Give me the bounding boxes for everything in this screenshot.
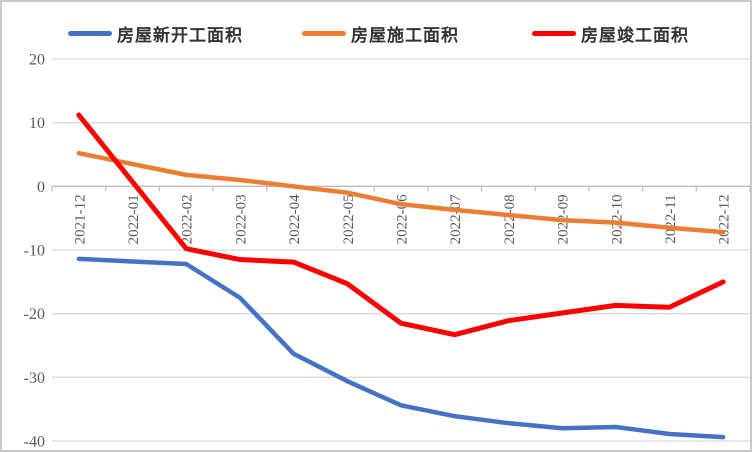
x-axis-tick-label: 2022-01 — [126, 194, 142, 244]
x-axis-tick-label: 2022-08 — [502, 194, 518, 244]
legend-item-completed: 房屋竣工面积 — [532, 21, 689, 45]
series-line-2 — [76, 112, 726, 338]
legend-label-new-construction: 房屋新开工面积 — [117, 25, 243, 45]
x-axis-tick-label: 2021-12 — [72, 194, 88, 244]
legend-item-under-construction: 房屋施工面积 — [302, 21, 459, 45]
x-axis-tick-label: 2022-07 — [448, 194, 464, 244]
x-axis-tick-label: 2022-02 — [180, 194, 196, 244]
y-axis-tick-label: 10 — [29, 115, 45, 132]
x-axis-tick-label: 2022-03 — [233, 194, 249, 244]
y-axis-tick-label: -20 — [24, 306, 45, 323]
x-axis-tick-label: 2022-10 — [609, 194, 625, 244]
legend-item-new-construction: 房屋新开工面积 — [68, 21, 243, 45]
legend-line-swatch-red-icon — [532, 30, 576, 36]
y-axis-tick-label: 20 — [29, 52, 45, 69]
series-line-0 — [76, 256, 726, 440]
legend-line-swatch-orange-icon — [302, 30, 346, 36]
legend-label-under-construction: 房屋施工面积 — [351, 25, 459, 45]
y-axis-tick-label: -30 — [24, 370, 45, 387]
legend-line-swatch-blue-icon — [68, 30, 112, 36]
y-axis-tick-label: -10 — [24, 243, 45, 260]
x-axis-tick-label: 2022-04 — [287, 194, 303, 244]
legend-label-completed: 房屋竣工面积 — [581, 25, 689, 45]
x-axis-tick-label: 2022-11 — [663, 194, 679, 243]
chart-legend: 房屋新开工面积 房屋施工面积 房屋竣工面积 — [2, 21, 750, 45]
series-line-1 — [76, 150, 726, 235]
y-axis-tick-label: 0 — [37, 179, 45, 196]
x-axis-tick-label: 2022-05 — [341, 194, 357, 244]
x-axis-tick-label: 2022-12 — [717, 194, 733, 244]
y-axis-tick-label: -40 — [24, 434, 45, 451]
